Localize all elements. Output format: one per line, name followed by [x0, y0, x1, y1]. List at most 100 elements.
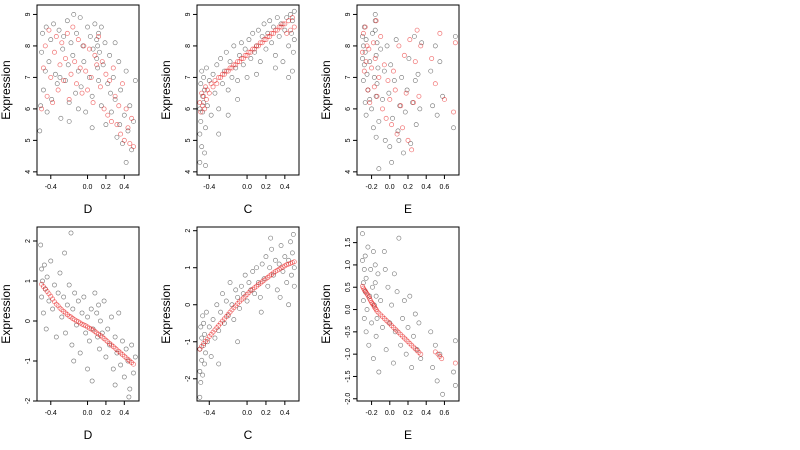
data-point	[110, 366, 116, 372]
observed-series	[360, 12, 458, 172]
fitted-point	[46, 27, 52, 33]
fitted-point	[394, 131, 400, 137]
data-point	[204, 339, 210, 345]
y-tick-label: 0	[185, 303, 192, 307]
data-point	[368, 266, 374, 272]
fitted-point	[112, 93, 118, 99]
data-point	[198, 81, 204, 87]
data-point	[402, 109, 408, 115]
y-tick-label: 4	[185, 170, 192, 174]
data-point	[383, 347, 389, 353]
data-point	[206, 78, 212, 83]
data-point	[376, 166, 382, 172]
data-point	[361, 266, 367, 272]
data-point	[208, 112, 214, 118]
data-point	[238, 40, 244, 46]
data-point	[390, 115, 395, 121]
data-point	[430, 365, 435, 370]
fitted-series	[360, 283, 458, 366]
x-tick-label: 0.0	[242, 184, 252, 191]
data-point	[68, 40, 74, 46]
data-point	[39, 294, 44, 300]
x-axis-label: D	[84, 428, 93, 442]
data-point	[100, 62, 106, 68]
data-point	[118, 87, 124, 93]
data-point	[291, 8, 297, 14]
x-tick-label: 0.2	[403, 184, 413, 191]
data-point	[360, 258, 365, 263]
data-point	[220, 291, 225, 297]
fitted-point	[48, 74, 54, 80]
data-point	[372, 27, 378, 33]
data-point	[200, 372, 206, 378]
data-point	[214, 302, 220, 308]
data-point	[362, 49, 368, 55]
data-point	[374, 316, 380, 321]
data-point	[38, 103, 44, 109]
data-point	[394, 289, 400, 295]
data-point	[77, 15, 83, 20]
y-tick-label: 1.5	[345, 238, 352, 248]
data-point	[121, 374, 127, 380]
data-point	[255, 27, 261, 33]
y-tick-label: 7	[185, 75, 192, 79]
data-point	[451, 369, 456, 375]
data-point	[204, 309, 209, 315]
data-point	[267, 18, 273, 24]
data-point	[269, 246, 275, 252]
fitted-point	[101, 106, 107, 112]
fitted-point	[429, 56, 435, 61]
data-point	[66, 100, 72, 105]
data-point	[81, 294, 87, 300]
data-point	[428, 329, 434, 335]
data-point	[129, 342, 135, 348]
data-point	[227, 280, 233, 285]
data-point	[86, 75, 92, 80]
fitted-point	[400, 125, 405, 131]
x-tick-label: 0.2	[261, 410, 271, 417]
data-point	[248, 56, 254, 61]
x-tick-label: -0.2	[366, 410, 378, 417]
fitted-point	[72, 59, 78, 65]
data-point	[98, 24, 104, 30]
data-point	[64, 18, 70, 24]
data-point	[257, 294, 263, 300]
y-tick-label: 5	[345, 138, 352, 142]
fitted-point	[291, 24, 297, 30]
data-point	[57, 270, 63, 276]
fitted-point	[276, 24, 282, 30]
fitted-point	[94, 62, 100, 68]
fitted-point	[85, 87, 90, 93]
data-point	[384, 43, 390, 49]
plot-frame	[196, 226, 300, 402]
data-point	[86, 338, 92, 344]
fitted-point	[265, 34, 271, 39]
fitted-point	[110, 65, 116, 71]
data-point	[63, 330, 68, 336]
data-point	[223, 298, 229, 304]
fitted-point	[99, 59, 105, 65]
data-point	[388, 62, 394, 68]
fitted-point	[383, 115, 389, 121]
data-point	[68, 230, 74, 236]
data-point	[366, 342, 372, 348]
plot-frame	[356, 4, 460, 176]
fitted-point	[90, 100, 96, 106]
fitted-point	[118, 131, 124, 137]
data-point	[218, 309, 224, 315]
data-point	[52, 282, 57, 288]
fitted-point	[103, 71, 109, 77]
fitted-point	[398, 103, 404, 109]
fitted-point	[107, 78, 113, 84]
x-axis-label: E	[404, 428, 412, 442]
fitted-point	[97, 84, 103, 90]
y-axis-label: Expression	[0, 60, 13, 119]
data-point	[284, 280, 290, 285]
data-point	[440, 391, 446, 397]
data-point	[197, 131, 203, 137]
x-axis-label: C	[244, 428, 253, 442]
data-point	[202, 150, 207, 156]
data-point	[94, 37, 100, 43]
fitted-point	[88, 74, 94, 80]
fitted-point	[92, 52, 98, 58]
